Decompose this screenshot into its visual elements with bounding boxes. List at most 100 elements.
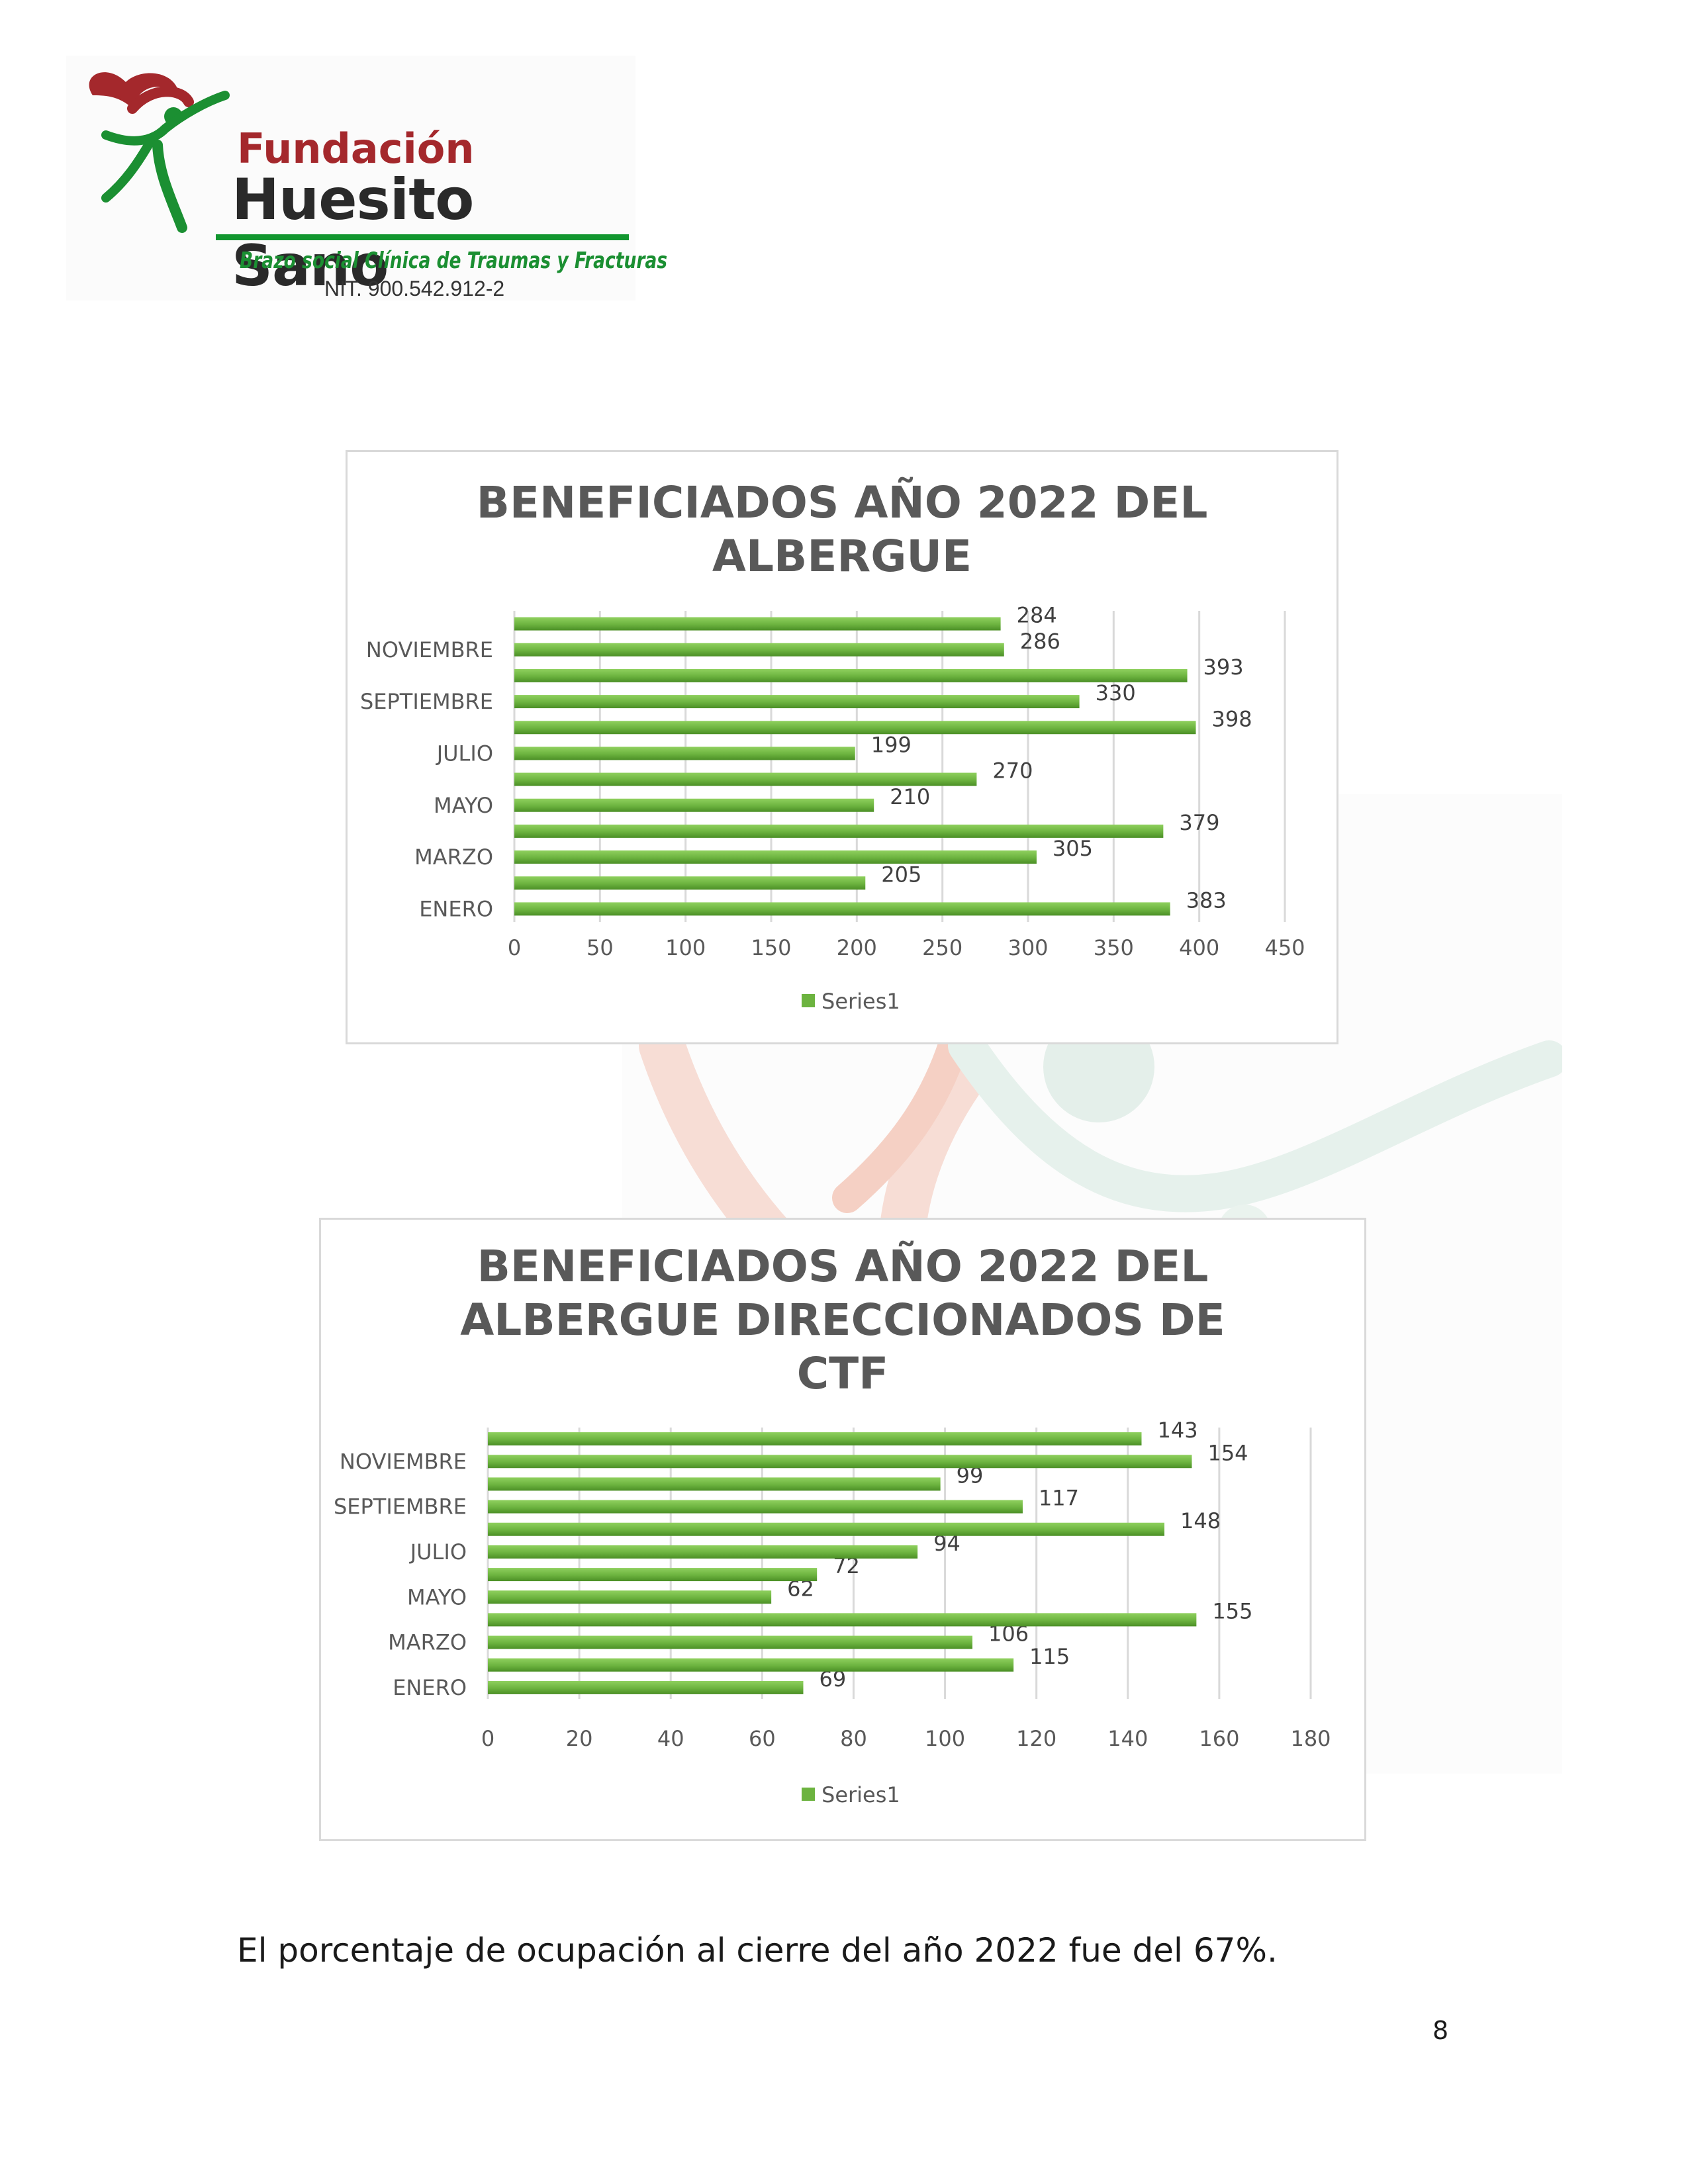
category-label: NOVIEMBRE (340, 1449, 467, 1474)
data-label: 398 (1211, 706, 1252, 731)
data-label: 284 (1017, 603, 1057, 628)
category-label: MAYO (434, 793, 493, 818)
chart-title-line: CTF (796, 1348, 889, 1399)
data-label: 393 (1203, 655, 1244, 680)
x-tick-label: 20 (566, 1726, 593, 1751)
data-label: 330 (1096, 680, 1136, 705)
x-tick-label: 350 (1094, 935, 1134, 960)
chart-title: BENEFICIADOS AÑO 2022 DEL ALBERGUE DIREC… (321, 1240, 1364, 1400)
bar (488, 1635, 972, 1649)
category-label: SEPTIEMBRE (334, 1494, 467, 1520)
logo-name-line1: Fundación (237, 124, 475, 173)
bar (514, 643, 1004, 657)
category-label: MARZO (388, 1630, 467, 1655)
x-tick-label: 250 (922, 935, 962, 960)
data-label: 155 (1212, 1598, 1252, 1623)
occupancy-caption: El porcentaje de ocupación al cierre del… (237, 1931, 1278, 1970)
bar (488, 1680, 804, 1694)
data-label: 115 (1029, 1644, 1070, 1669)
legend-label: Series1 (821, 989, 900, 1014)
data-label: 117 (1039, 1486, 1079, 1511)
chart-title-line: BENEFICIADOS AÑO 2022 DEL (476, 477, 1208, 528)
bar (514, 772, 977, 786)
x-tick-label: 180 (1290, 1726, 1331, 1751)
logo-name-line2: Huesito Sano (232, 167, 474, 299)
bar (488, 1545, 918, 1559)
bar (488, 1477, 941, 1491)
x-tick-label: 0 (508, 935, 521, 960)
x-tick-label: 40 (657, 1726, 684, 1751)
x-tick-label: 400 (1179, 935, 1219, 960)
data-label: 383 (1186, 887, 1227, 913)
bar (514, 695, 1080, 709)
data-label: 286 (1020, 629, 1060, 654)
bar (488, 1455, 1192, 1469)
bar (488, 1590, 772, 1604)
category-label: JULIO (436, 741, 493, 766)
x-tick-label: 0 (481, 1726, 494, 1751)
foundation-logo: Fundación Huesito Sano Brazo social Clín… (66, 56, 667, 300)
data-label: 205 (881, 862, 921, 887)
bar (488, 1658, 1014, 1672)
bar (514, 824, 1164, 838)
data-label: 143 (1157, 1418, 1197, 1443)
data-label: 379 (1179, 810, 1219, 835)
bar-chart-plot: 0 20 40 60 80 100 120 140 160 18069ENERO115106MAR… (334, 1418, 1331, 1807)
bar (488, 1500, 1023, 1514)
data-label: 210 (890, 784, 930, 809)
chart-title-line: ALBERGUE (712, 531, 972, 582)
category-label: NOVIEMBRE (366, 637, 493, 662)
logo-nit: NIT. 900.542.912-2 (324, 277, 505, 300)
x-tick-label: 450 (1264, 935, 1305, 960)
x-tick-label: 140 (1107, 1726, 1148, 1751)
chart-beneficiados-ctf: BENEFICIADOS AÑO 2022 DEL ALBERGUE DIREC… (319, 1218, 1366, 1841)
legend-label: Series1 (821, 1782, 900, 1807)
bar (488, 1522, 1165, 1536)
watermark-red-stroke (832, 1030, 968, 1213)
bar (514, 721, 1196, 735)
chart-title: BENEFICIADOS AÑO 2022 DEL ALBERGUE (348, 476, 1336, 583)
category-label: MAYO (407, 1584, 467, 1610)
chart-title-line: ALBERGUE DIRECCIONADOS DE (460, 1295, 1225, 1345)
x-tick-label: 200 (837, 935, 877, 960)
x-tick-label: 80 (840, 1726, 867, 1751)
legend-swatch (802, 1788, 815, 1801)
page-number: 8 (1432, 2016, 1449, 2045)
bar (514, 617, 1001, 631)
data-label: 148 (1180, 1508, 1221, 1533)
bar (514, 668, 1188, 682)
data-label: 305 (1053, 836, 1093, 861)
bar (514, 747, 855, 760)
bar (514, 850, 1037, 864)
bar (488, 1432, 1142, 1446)
chart-beneficiados-albergue: BENEFICIADOS AÑO 2022 DEL ALBERGUE 0 50 10… (346, 450, 1338, 1044)
category-label: MARZO (414, 844, 493, 870)
data-label: 154 (1207, 1440, 1248, 1465)
bar (514, 798, 874, 812)
x-tick-label: 50 (586, 935, 614, 960)
bar (488, 1568, 818, 1582)
data-label: 270 (992, 758, 1033, 784)
category-label: JULIO (409, 1539, 467, 1565)
legend-swatch (802, 994, 815, 1007)
logo-tagline: Brazo social Clínica de Traumas y Fractu… (240, 248, 668, 274)
x-tick-label: 100 (665, 935, 706, 960)
x-tick-label: 120 (1016, 1726, 1056, 1751)
bar (488, 1613, 1197, 1627)
category-label: SEPTIEMBRE (360, 689, 493, 714)
logo-divider (216, 234, 629, 240)
x-tick-label: 300 (1008, 935, 1048, 960)
x-tick-label: 100 (925, 1726, 965, 1751)
x-tick-label: 150 (751, 935, 791, 960)
logo-figure-icon (89, 72, 230, 233)
bar (514, 902, 1170, 916)
bar-chart-plot: 0 50 100 150 200 250 300 350 400 450 383 ENERO 205 30… (360, 603, 1305, 1014)
bar (514, 876, 866, 890)
category-label: ENERO (419, 896, 493, 921)
watermark-body (948, 1027, 1562, 1212)
x-tick-label: 60 (749, 1726, 776, 1751)
category-label: ENERO (393, 1675, 467, 1700)
chart-title-line: BENEFICIADOS AÑO 2022 DEL (477, 1241, 1209, 1292)
data-label: 199 (871, 732, 912, 757)
